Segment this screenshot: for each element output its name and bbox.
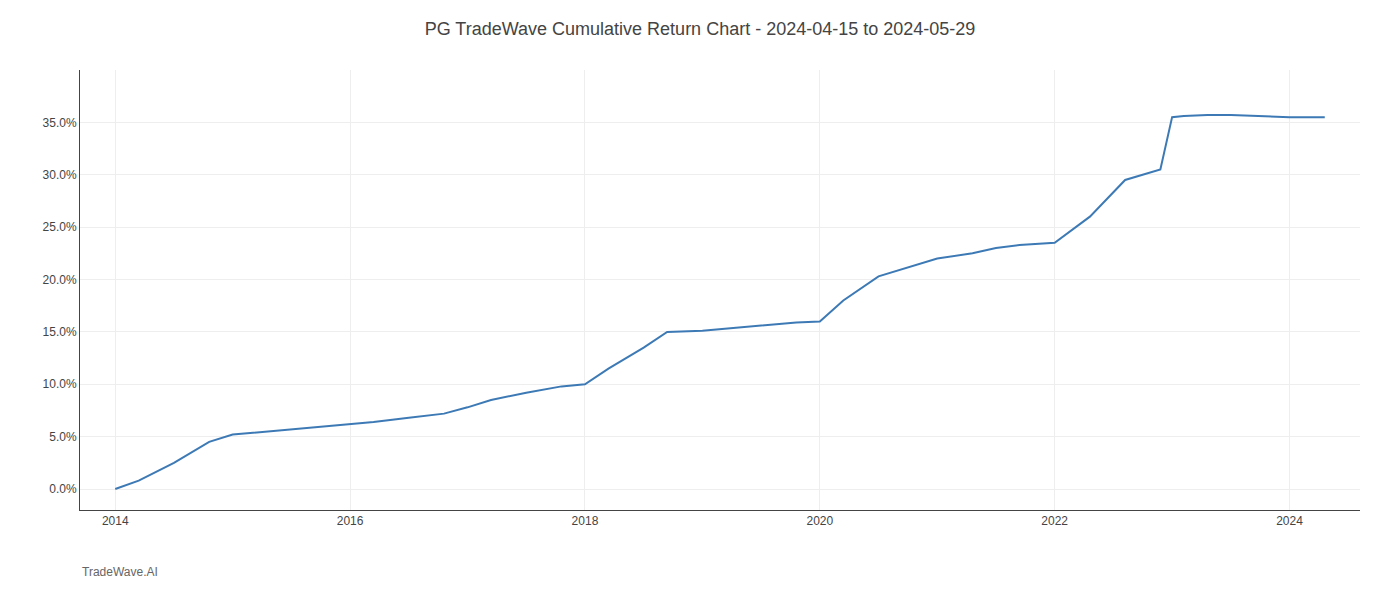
svg-text:25.0%: 25.0% — [43, 220, 77, 234]
svg-text:5.0%: 5.0% — [49, 430, 77, 444]
svg-text:2018: 2018 — [572, 514, 599, 528]
svg-text:30.0%: 30.0% — [43, 168, 77, 182]
svg-text:TradeWave.AI: TradeWave.AI — [82, 565, 158, 579]
svg-text:10.0%: 10.0% — [43, 377, 77, 391]
svg-text:2020: 2020 — [806, 514, 833, 528]
svg-text:2016: 2016 — [337, 514, 364, 528]
svg-text:PG TradeWave Cumulative Return: PG TradeWave Cumulative Return Chart - 2… — [425, 19, 976, 39]
svg-text:0.0%: 0.0% — [49, 482, 77, 496]
svg-text:35.0%: 35.0% — [43, 116, 77, 130]
svg-text:2024: 2024 — [1276, 514, 1303, 528]
svg-text:2014: 2014 — [102, 514, 129, 528]
svg-text:20.0%: 20.0% — [43, 273, 77, 287]
svg-text:2022: 2022 — [1041, 514, 1068, 528]
svg-text:15.0%: 15.0% — [43, 325, 77, 339]
